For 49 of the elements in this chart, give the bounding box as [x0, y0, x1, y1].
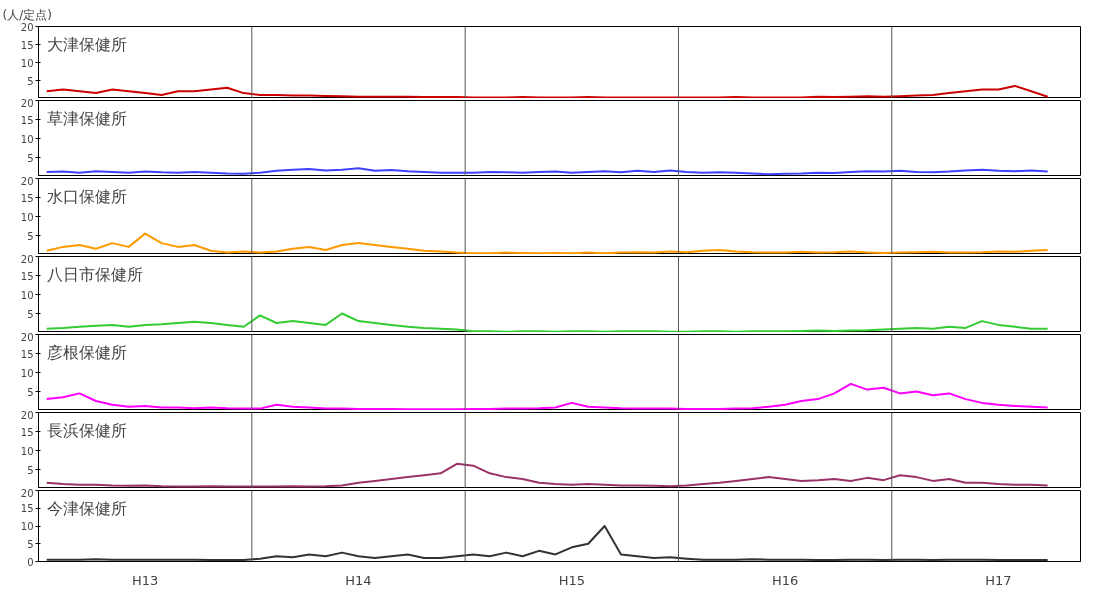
- y-axis-title: (人/定点): [2, 7, 52, 22]
- line-series: [45, 232, 1049, 254]
- line-series: [45, 462, 1049, 488]
- line-series: [45, 312, 1049, 332]
- y-tick-label: 5: [27, 75, 34, 87]
- y-tick-label: 10: [20, 211, 34, 223]
- line-series: [45, 382, 1049, 410]
- y-tick-label: 5: [27, 230, 34, 242]
- y-tick-label: 20: [20, 97, 34, 109]
- line-series: [45, 84, 1049, 98]
- y-tick-label: 15: [20, 426, 34, 438]
- x-tick-label: H13: [132, 572, 159, 588]
- y-tick-label: 10: [20, 445, 34, 457]
- y-tick-label: 5: [27, 308, 34, 320]
- y-tick-label: 20: [20, 21, 34, 33]
- y-tick-label: 5: [27, 538, 34, 550]
- y-tick-label: 15: [20, 348, 34, 360]
- y-tick-label: 10: [20, 521, 34, 532]
- y-tick-label: 5: [27, 464, 34, 476]
- y-tick-label: 15: [20, 503, 34, 515]
- x-tick-label: H14: [345, 572, 372, 588]
- y-tick-label: 20: [20, 409, 34, 421]
- x-tick-label: H15: [558, 572, 585, 588]
- y-tick-label: 20: [20, 331, 34, 343]
- y-tick-label: 15: [20, 270, 34, 282]
- y-tick-label: 10: [20, 133, 34, 145]
- y-tick-label: 0: [27, 556, 34, 568]
- text: 八日市保健所: [46, 264, 143, 284]
- text: 草津保健所: [46, 108, 127, 128]
- y-tick-label: 20: [20, 487, 34, 499]
- y-tick-label: 15: [20, 192, 34, 204]
- text: 彦根保健所: [46, 342, 127, 362]
- y-tick-label: 15: [20, 39, 34, 51]
- y-tick-label: 20: [20, 175, 34, 187]
- y-tick-label: 10: [20, 367, 34, 379]
- line-series: [45, 167, 1049, 176]
- y-tick-label: 15: [20, 114, 34, 126]
- text: 大津保健所: [46, 34, 127, 54]
- y-tick-label: 5: [27, 152, 34, 164]
- text: 長浜保健所: [46, 420, 127, 440]
- y-tick-label: 5: [27, 386, 34, 398]
- text: 水口保健所: [46, 186, 127, 206]
- x-tick-label: H16: [771, 572, 799, 588]
- x-tick-label: H17: [985, 572, 1012, 588]
- text: 今津保健所: [46, 498, 127, 518]
- y-tick-label: 10: [20, 57, 34, 69]
- y-tick-label: 20: [20, 253, 34, 265]
- line-series: [45, 525, 1049, 562]
- y-tick-label: 10: [20, 289, 34, 301]
